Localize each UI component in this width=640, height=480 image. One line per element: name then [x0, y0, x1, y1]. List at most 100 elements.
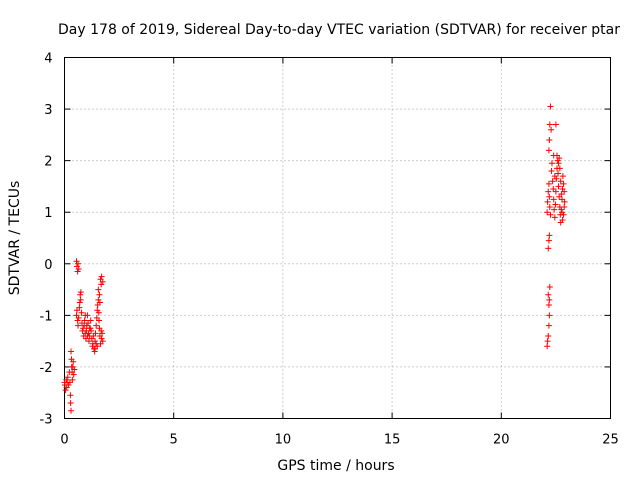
- y-tick-label: 2: [44, 155, 52, 170]
- data-point: [555, 170, 562, 177]
- data-point: [77, 291, 84, 298]
- x-axis: 0 5 10 15 20 25: [60, 57, 619, 448]
- y-axis-title: SDTVAR / TECUs: [7, 181, 23, 296]
- data-points: [61, 103, 568, 414]
- data-point: [545, 237, 552, 244]
- x-tick-label: 25: [602, 433, 619, 448]
- data-point: [552, 188, 559, 195]
- data-point: [544, 338, 551, 345]
- x-tick-label: 15: [384, 433, 401, 448]
- data-point: [545, 332, 552, 339]
- data-point: [67, 392, 74, 399]
- data-point: [68, 348, 75, 355]
- data-point: [546, 296, 553, 303]
- data-point: [545, 188, 552, 195]
- data-point: [93, 322, 100, 329]
- x-tick-label: 20: [493, 433, 510, 448]
- data-point: [545, 302, 552, 309]
- data-point: [74, 268, 81, 275]
- data-point: [550, 152, 557, 159]
- data-point: [555, 183, 562, 190]
- data-point: [93, 340, 100, 347]
- data-point: [556, 165, 563, 172]
- data-point: [74, 317, 81, 324]
- data-point: [546, 121, 553, 128]
- data-point: [549, 178, 556, 185]
- data-point: [85, 338, 92, 345]
- data-point: [99, 338, 106, 345]
- data-point: [548, 167, 555, 174]
- data-point: [70, 371, 77, 378]
- data-point: [561, 204, 568, 211]
- x-axis-title: GPS time / hours: [277, 458, 394, 474]
- data-point: [98, 335, 105, 342]
- data-point: [92, 338, 99, 345]
- data-point: [81, 317, 88, 324]
- data-point: [98, 273, 105, 280]
- data-point: [558, 191, 565, 198]
- data-point: [77, 289, 84, 296]
- data-point: [545, 147, 552, 154]
- data-point: [80, 325, 87, 332]
- plot-frame: [64, 57, 611, 419]
- data-point: [75, 314, 82, 321]
- data-point: [67, 400, 74, 407]
- chart-title: Day 178 of 2019, Sidereal Day-to-day VTE…: [58, 22, 620, 38]
- data-point: [99, 278, 106, 285]
- data-point: [551, 206, 558, 213]
- data-point: [551, 214, 558, 221]
- data-point: [78, 309, 85, 316]
- data-point: [545, 180, 552, 187]
- data-point: [99, 330, 106, 337]
- data-point: [555, 160, 562, 167]
- data-point: [561, 188, 568, 195]
- y-tick-label: 1: [44, 206, 52, 221]
- data-point: [545, 291, 552, 298]
- data-point: [71, 366, 78, 373]
- data-point: [544, 198, 551, 205]
- data-point: [551, 173, 558, 180]
- x-tick-label: 10: [275, 433, 292, 448]
- data-point: [556, 155, 563, 162]
- data-point: [548, 126, 555, 133]
- data-point: [546, 283, 553, 290]
- data-point: [96, 299, 103, 306]
- data-point: [559, 173, 566, 180]
- data-point: [544, 343, 551, 350]
- data-point: [550, 186, 557, 193]
- data-point: [62, 387, 69, 394]
- data-point: [559, 216, 566, 223]
- data-point: [82, 312, 89, 319]
- data-point: [548, 160, 555, 167]
- data-point: [84, 332, 91, 339]
- data-point: [545, 322, 552, 329]
- data-point: [559, 196, 566, 203]
- data-point: [552, 201, 559, 208]
- data-point: [560, 180, 567, 187]
- y-axis: -3 -2 -1 0 1 2 3 4: [40, 52, 611, 428]
- data-point: [92, 330, 99, 337]
- data-point: [561, 198, 568, 205]
- data-point: [552, 121, 559, 128]
- data-point: [76, 304, 83, 311]
- y-tick-label: 0: [44, 258, 52, 273]
- data-point: [92, 345, 99, 352]
- data-point: [77, 296, 84, 303]
- data-point: [87, 317, 94, 324]
- y-tick-label: 4: [44, 52, 52, 67]
- data-point: [85, 330, 92, 337]
- data-point: [95, 309, 102, 316]
- data-point: [558, 206, 565, 213]
- data-point: [546, 204, 553, 211]
- data-point: [546, 193, 553, 200]
- data-point: [546, 312, 553, 319]
- data-point: [95, 286, 102, 293]
- data-point: [550, 196, 557, 203]
- data-point: [545, 245, 552, 252]
- data-point: [98, 327, 105, 334]
- grid-lines: [64, 57, 611, 419]
- data-point: [75, 265, 82, 272]
- data-point: [68, 407, 75, 414]
- y-tick-label: -3: [40, 413, 53, 428]
